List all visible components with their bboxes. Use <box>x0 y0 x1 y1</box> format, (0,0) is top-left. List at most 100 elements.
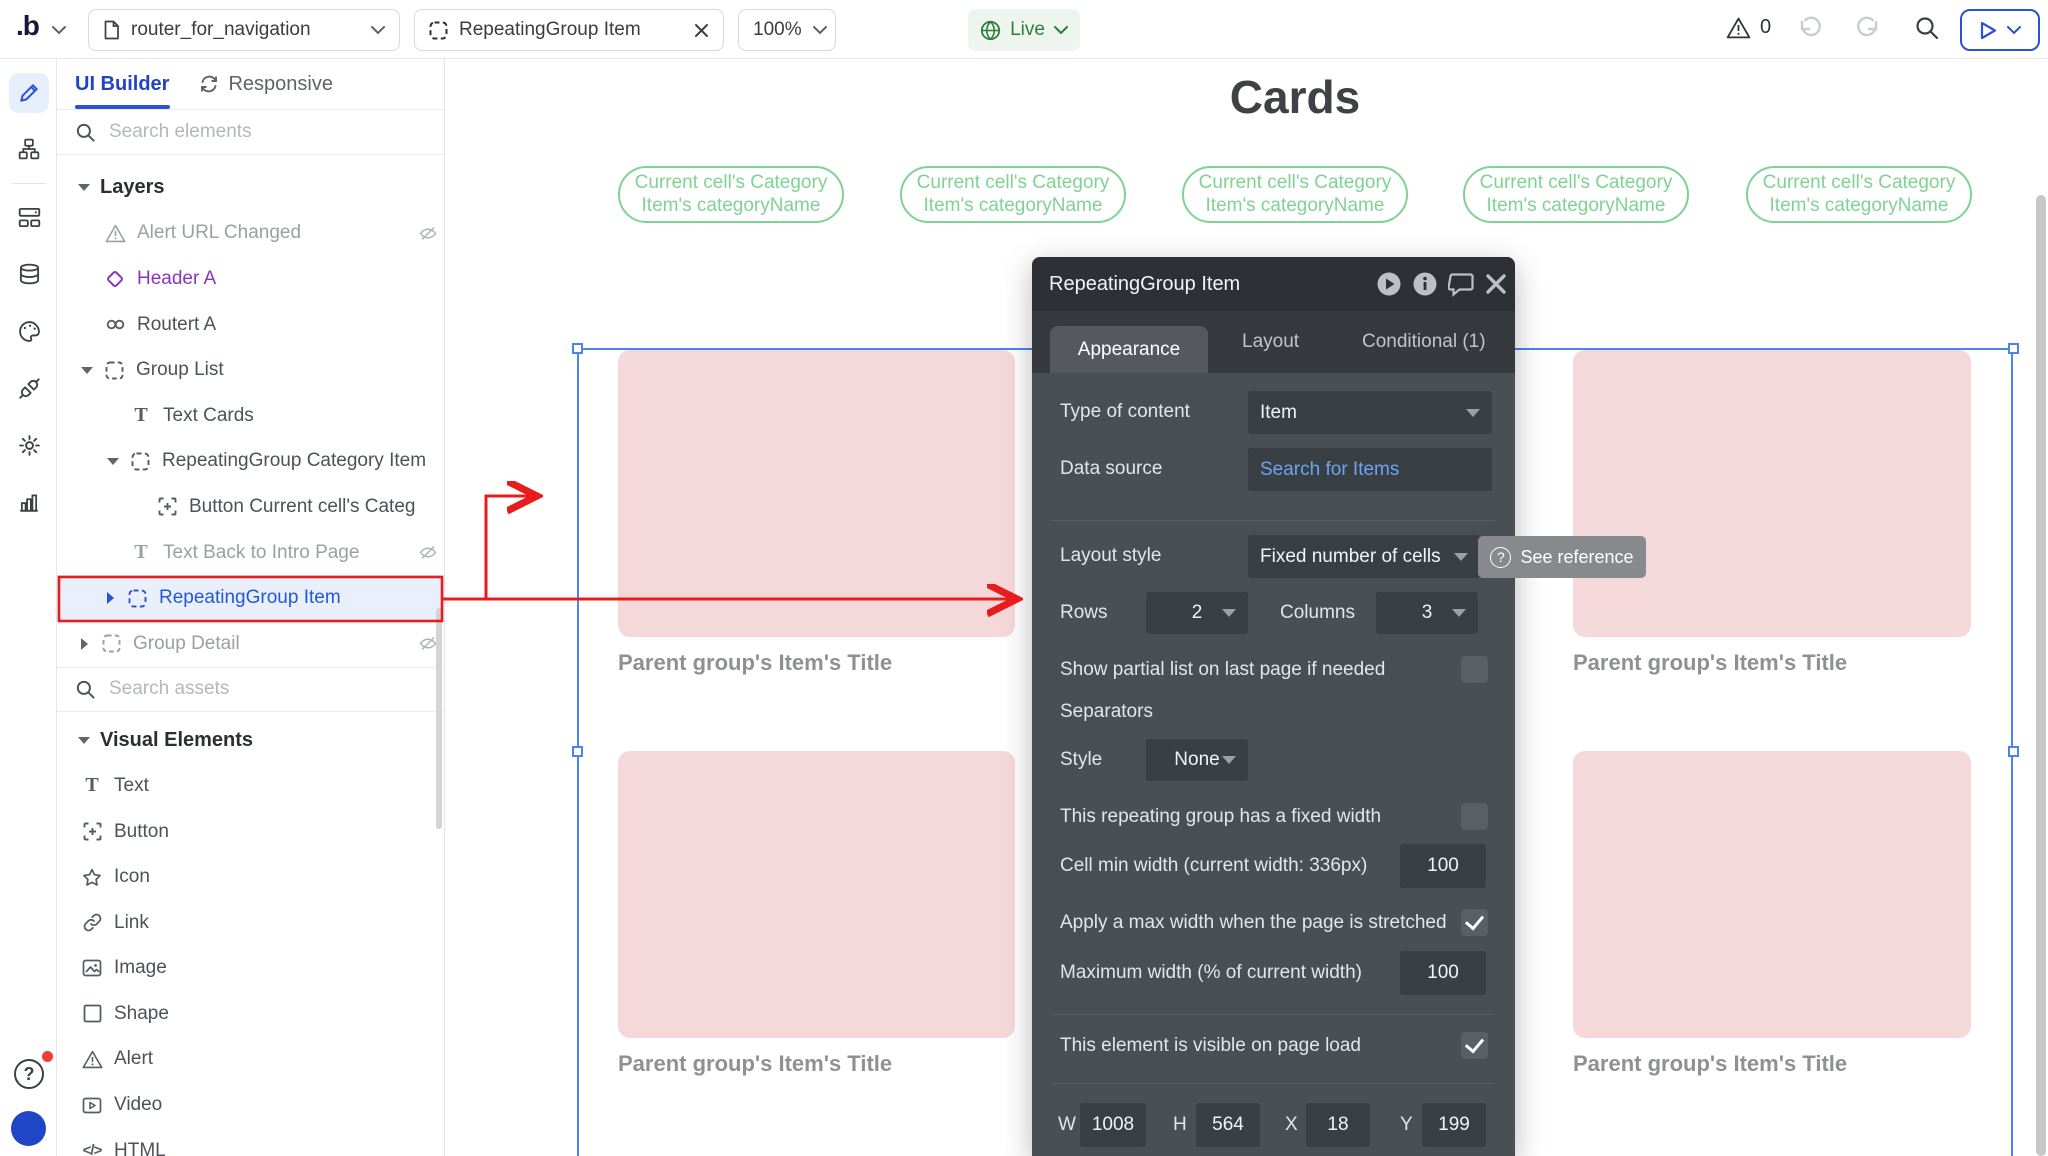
info-icon[interactable] <box>1412 271 1438 297</box>
page-selector-dropdown[interactable]: router_for_navigation <box>88 9 400 51</box>
layer-item-group-detail[interactable]: Group Detail <box>57 621 444 667</box>
layer-item-text-cards[interactable]: T Text Cards <box>57 393 444 439</box>
search-icon[interactable] <box>1914 15 1940 41</box>
panel-tab-layout[interactable]: Layout <box>1242 331 1300 352</box>
panel-tab-appearance[interactable]: Appearance <box>1050 326 1208 373</box>
layer-item-button-current-cells-categ[interactable]: Button Current cell's Categ <box>57 484 444 530</box>
cell-title-text[interactable]: Parent group's Item's Title <box>1573 1051 1848 1076</box>
panel-header[interactable]: RepeatingGroup Item <box>1032 257 1515 311</box>
user-avatar[interactable] <box>11 1111 46 1146</box>
asset-item-icon[interactable]: Icon <box>57 854 444 900</box>
panel-tab-conditional[interactable]: Conditional (1) <box>1362 331 1486 352</box>
asset-item-alert[interactable]: Alert <box>57 1037 444 1083</box>
type-of-content-dropdown[interactable]: Item <box>1248 391 1492 434</box>
separator-style-dropdown[interactable]: None <box>1146 739 1248 781</box>
asset-item-image[interactable]: Image <box>57 946 444 992</box>
help-button[interactable]: ? <box>9 1051 53 1094</box>
category-pill-button[interactable]: Current cell's Category Item's categoryNa… <box>900 166 1126 223</box>
maximum-width-input[interactable]: 100 <box>1400 951 1486 995</box>
layer-item-routert-a[interactable]: Routert A <box>57 302 444 348</box>
search-elements-input[interactable] <box>109 121 389 143</box>
layer-item-header-a[interactable]: Header A <box>57 256 444 302</box>
selection-handle[interactable] <box>2008 746 2019 757</box>
asset-item-link[interactable]: Link <box>57 900 444 946</box>
layers-section-header[interactable]: Layers <box>57 165 444 211</box>
see-reference-tooltip[interactable]: ? See reference <box>1478 536 1646 578</box>
reusables-tab-button[interactable] <box>9 197 49 237</box>
search-assets-input[interactable] <box>109 678 389 701</box>
asset-item-html[interactable]: </> HTML <box>57 1128 444 1156</box>
close-icon[interactable] <box>1485 273 1507 295</box>
category-pill-button[interactable]: Current cell's Category Item's categoryNa… <box>1746 166 1972 223</box>
data-tab-button[interactable] <box>9 254 49 294</box>
layer-item-alert-url-changed[interactable]: Alert URL Changed <box>57 211 444 257</box>
visual-elements-header[interactable]: Visual Elements <box>57 718 444 764</box>
logs-tab-button[interactable] <box>9 482 49 522</box>
video-icon <box>81 1094 103 1116</box>
data-source-expression[interactable]: Search for Items <box>1260 458 1400 480</box>
y-input[interactable]: 199 <box>1422 1103 1486 1147</box>
live-version-dropdown[interactable]: Live <box>968 9 1080 51</box>
cell-title-text[interactable]: Parent group's Item's Title <box>618 650 893 675</box>
cell-min-width-input[interactable]: 100 <box>1400 844 1486 888</box>
layer-item-text-back-to-intro-page[interactable]: T Text Back to Intro Page <box>57 530 444 576</box>
fixed-width-checkbox[interactable] <box>1461 803 1488 830</box>
play-circle-icon[interactable] <box>1376 271 1402 297</box>
layout-style-dropdown[interactable]: Fixed number of cells <box>1248 535 1480 578</box>
selection-handle[interactable] <box>572 746 583 757</box>
workflow-tab-button[interactable] <box>9 129 49 169</box>
layer-item-repeatinggroup-category-item[interactable]: RepeatingGroup Category Item <box>57 439 444 485</box>
asset-item-text[interactable]: T Text <box>57 763 444 809</box>
issues-indicator[interactable]: 0 <box>1726 16 1771 39</box>
bubble-logo[interactable]: .b <box>16 10 40 41</box>
category-pill-button[interactable]: Current cell's Category Item's categoryNa… <box>618 166 844 223</box>
selected-element-chip[interactable]: RepeatingGroup Item <box>414 9 724 51</box>
logo-chevron-down-icon[interactable] <box>52 26 66 35</box>
selection-handle[interactable] <box>2008 343 2019 354</box>
height-input[interactable]: 564 <box>1196 1103 1260 1147</box>
canvas-scrollbar[interactable] <box>2036 195 2046 1156</box>
repeating-cell-image[interactable] <box>618 751 1015 1038</box>
comment-icon[interactable] <box>1448 273 1475 297</box>
rows-dropdown[interactable]: 2 <box>1146 592 1248 634</box>
repeating-cell-image[interactable] <box>1573 751 1971 1038</box>
partial-list-checkbox[interactable] <box>1461 656 1488 683</box>
repeating-cell-image[interactable] <box>618 350 1015 637</box>
pencil-icon <box>20 84 38 102</box>
category-pill-button[interactable]: Current cell's Category Item's categoryNa… <box>1182 166 1408 223</box>
apply-max-width-checkbox[interactable] <box>1461 909 1488 936</box>
layer-item-repeatinggroup-item[interactable]: RepeatingGroup Item <box>57 575 444 621</box>
tab-ui-builder[interactable]: UI Builder <box>75 72 170 95</box>
preview-run-button[interactable] <box>1960 9 2040 51</box>
category-pill-button[interactable]: Current cell's Category Item's categoryNa… <box>1463 166 1689 223</box>
data-source-field[interactable]: Search for Items <box>1248 448 1492 491</box>
x-input[interactable]: 18 <box>1306 1103 1370 1147</box>
notification-dot <box>42 1051 53 1062</box>
chevron-down-icon <box>812 25 827 34</box>
cell-title-text[interactable]: Parent group's Item's Title <box>1573 650 1848 675</box>
close-icon[interactable] <box>694 23 709 38</box>
redo-icon[interactable] <box>1854 15 1882 43</box>
sidebar-scrollbar[interactable] <box>436 608 442 829</box>
plugins-tab-button[interactable] <box>9 368 49 408</box>
canvas-page-title[interactable]: Cards <box>1229 71 1361 123</box>
columns-dropdown[interactable]: 3 <box>1376 592 1478 634</box>
tab-responsive[interactable]: Responsive <box>199 73 333 96</box>
selection-handle[interactable] <box>572 343 583 354</box>
panel-title: RepeatingGroup Item <box>1049 272 1241 295</box>
rail-divider <box>12 183 46 184</box>
undo-icon[interactable] <box>1796 15 1824 43</box>
asset-item-button[interactable]: Button <box>57 809 444 855</box>
asset-item-shape[interactable]: Shape <box>57 991 444 1037</box>
width-input[interactable]: 1008 <box>1080 1103 1146 1147</box>
zoom-dropdown[interactable]: 100% <box>738 9 836 51</box>
cell-title-text[interactable]: Parent group's Item's Title <box>618 1051 893 1076</box>
styles-tab-button[interactable] <box>9 311 49 351</box>
repeating-cell-image[interactable] <box>1573 350 1971 637</box>
star-icon <box>81 866 103 888</box>
settings-tab-button[interactable] <box>9 425 49 465</box>
layer-item-group-list[interactable]: Group List <box>57 347 444 393</box>
design-tab-button[interactable] <box>9 73 49 113</box>
asset-item-video[interactable]: Video <box>57 1082 444 1128</box>
visible-on-load-checkbox[interactable] <box>1461 1032 1488 1059</box>
